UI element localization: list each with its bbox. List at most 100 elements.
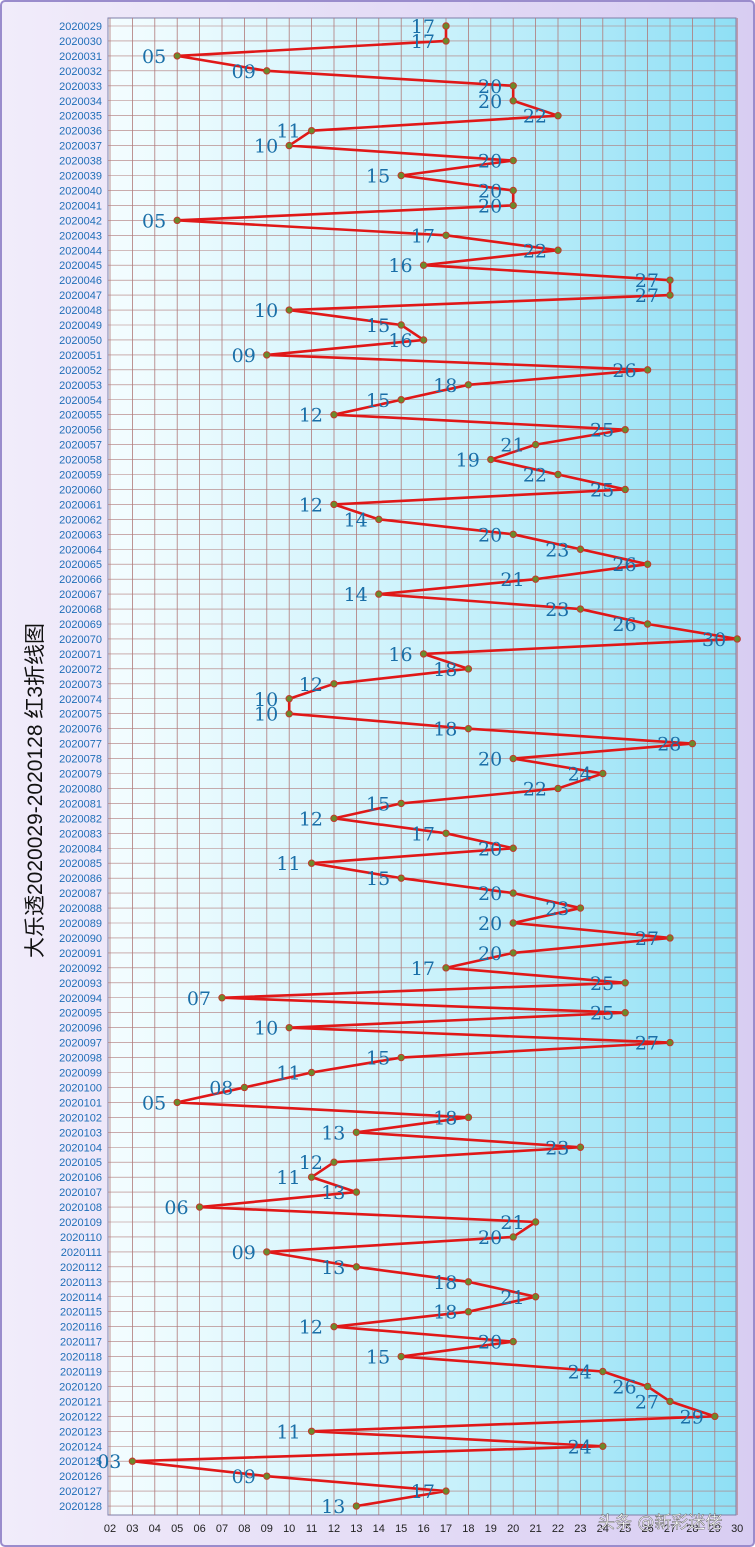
data-point [352, 1502, 361, 1510]
data-point [621, 979, 629, 987]
data-label: 14 [344, 584, 368, 606]
data-point [509, 97, 517, 105]
data-point [419, 650, 428, 658]
data-label: 11 [276, 1063, 300, 1085]
period-label: 2020063 [59, 529, 102, 541]
data-point [397, 1352, 405, 1361]
data-label: 18 [433, 1107, 457, 1129]
data-point [621, 485, 629, 494]
data-label: 03 [97, 1451, 121, 1473]
period-label: 2020092 [59, 963, 102, 975]
data-label: 13 [321, 1257, 345, 1279]
data-label: 26 [612, 554, 636, 576]
data-point [218, 994, 226, 1002]
data-label: 14 [344, 509, 368, 531]
period-label: 2020101 [59, 1097, 102, 1109]
data-point [173, 216, 181, 225]
data-label: 29 [680, 1406, 704, 1428]
data-label: 20 [478, 76, 502, 98]
period-label: 2020100 [59, 1082, 102, 1094]
data-point [375, 590, 383, 598]
period-label: 2020093 [59, 978, 102, 990]
period-label: 2020121 [59, 1396, 102, 1408]
data-label: 23 [545, 599, 569, 621]
period-label: 2020055 [59, 410, 102, 422]
data-point [285, 695, 293, 703]
data-label: 25 [590, 479, 614, 501]
period-label: 2020078 [59, 754, 102, 766]
data-label: 13 [321, 1496, 345, 1518]
data-label: 10 [254, 1018, 278, 1040]
x-tick-label: 13 [350, 1523, 362, 1535]
period-label: 2020029 [59, 21, 102, 33]
data-label: 19 [456, 450, 480, 472]
data-label: 05 [142, 46, 166, 68]
data-label: 10 [254, 689, 278, 711]
period-label: 2020032 [59, 66, 102, 78]
data-label: 27 [635, 270, 659, 292]
period-label: 2020060 [59, 484, 102, 496]
data-point [352, 1188, 361, 1196]
x-tick-label: 10 [283, 1523, 295, 1535]
data-label: 09 [232, 345, 256, 367]
data-label: 12 [299, 674, 323, 696]
data-label: 20 [478, 91, 502, 113]
period-label: 2020036 [59, 126, 102, 138]
period-label: 2020031 [59, 51, 102, 63]
data-point [599, 769, 607, 778]
data-point [666, 291, 674, 299]
period-label: 2020037 [59, 141, 102, 153]
data-label: 18 [433, 659, 457, 681]
data-point [397, 321, 405, 329]
x-tick-label: 20 [507, 1523, 519, 1535]
data-point [621, 425, 629, 434]
data-label: 13 [321, 1122, 345, 1144]
data-label: 05 [142, 210, 166, 232]
data-label: 17 [411, 31, 435, 53]
data-point [666, 1397, 674, 1406]
period-label: 2020068 [59, 604, 102, 616]
data-label: 22 [523, 778, 547, 800]
data-point [330, 680, 338, 688]
data-point [307, 859, 316, 867]
period-label: 2020114 [60, 1292, 102, 1304]
data-point [643, 620, 652, 628]
data-point [509, 201, 517, 210]
data-label: 15 [366, 868, 390, 890]
x-tick-label: 09 [261, 1523, 273, 1535]
data-point [330, 500, 338, 509]
data-label: 20 [478, 151, 502, 173]
period-label: 2020086 [59, 873, 102, 885]
data-label: 23 [545, 539, 569, 561]
period-label: 2020073 [59, 679, 102, 691]
data-point [307, 1068, 316, 1077]
period-label: 2020040 [59, 185, 102, 197]
period-label: 2020034 [59, 96, 102, 108]
data-point [464, 381, 473, 389]
period-label: 2020035 [59, 111, 102, 123]
period-label: 2020051 [59, 350, 102, 362]
period-label: 2020084 [59, 843, 102, 855]
data-label: 15 [366, 1048, 390, 1070]
period-label: 2020124 [59, 1441, 102, 1453]
period-label: 2020059 [59, 470, 102, 482]
period-label: 2020099 [59, 1068, 102, 1080]
data-label: 20 [478, 195, 502, 217]
period-label: 2020041 [59, 200, 102, 212]
data-label: 12 [299, 808, 323, 830]
data-point [688, 739, 697, 748]
data-label: 18 [433, 375, 457, 397]
period-label: 2020113 [60, 1277, 102, 1289]
period-label: 2020118 [60, 1352, 102, 1364]
period-label: 2020074 [59, 694, 102, 706]
data-label: 23 [545, 898, 569, 920]
data-label: 17 [411, 225, 435, 247]
period-label: 2020045 [59, 260, 102, 272]
data-point [330, 1322, 338, 1331]
x-tick-label: 14 [373, 1523, 385, 1535]
data-label: 24 [568, 1362, 592, 1384]
data-label: 27 [635, 928, 659, 950]
data-label: 30 [702, 629, 726, 651]
data-label: 06 [164, 1197, 188, 1219]
